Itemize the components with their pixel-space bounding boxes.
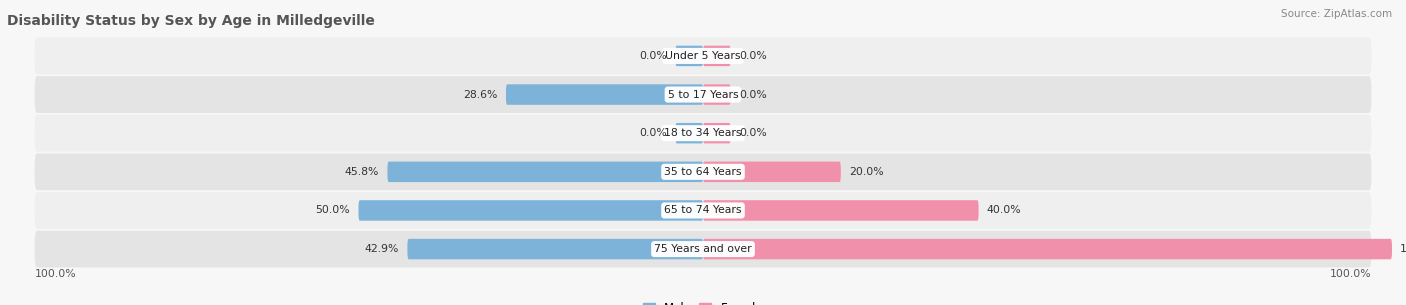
FancyBboxPatch shape bbox=[359, 200, 703, 221]
Text: 0.0%: 0.0% bbox=[738, 90, 766, 99]
Text: 18 to 34 Years: 18 to 34 Years bbox=[664, 128, 742, 138]
FancyBboxPatch shape bbox=[35, 76, 1371, 113]
FancyBboxPatch shape bbox=[35, 115, 1371, 152]
FancyBboxPatch shape bbox=[35, 192, 1371, 229]
Text: 100.0%: 100.0% bbox=[35, 269, 76, 279]
Text: 5 to 17 Years: 5 to 17 Years bbox=[668, 90, 738, 99]
Text: 40.0%: 40.0% bbox=[987, 206, 1022, 215]
Text: Disability Status by Sex by Age in Milledgeville: Disability Status by Sex by Age in Mille… bbox=[7, 15, 375, 28]
FancyBboxPatch shape bbox=[35, 153, 1371, 190]
FancyBboxPatch shape bbox=[675, 46, 703, 66]
Text: 45.8%: 45.8% bbox=[344, 167, 380, 177]
FancyBboxPatch shape bbox=[506, 84, 703, 105]
Text: 35 to 64 Years: 35 to 64 Years bbox=[664, 167, 742, 177]
Text: 75 Years and over: 75 Years and over bbox=[654, 244, 752, 254]
Text: 50.0%: 50.0% bbox=[315, 206, 350, 215]
Text: 100.0%: 100.0% bbox=[1330, 269, 1371, 279]
FancyBboxPatch shape bbox=[703, 162, 841, 182]
Text: 20.0%: 20.0% bbox=[849, 167, 884, 177]
Text: 42.9%: 42.9% bbox=[364, 244, 399, 254]
Text: 0.0%: 0.0% bbox=[738, 128, 766, 138]
FancyBboxPatch shape bbox=[408, 239, 703, 259]
Text: 0.0%: 0.0% bbox=[640, 128, 668, 138]
Text: 0.0%: 0.0% bbox=[738, 51, 766, 61]
FancyBboxPatch shape bbox=[703, 123, 731, 143]
FancyBboxPatch shape bbox=[35, 231, 1371, 267]
Text: 0.0%: 0.0% bbox=[640, 51, 668, 61]
FancyBboxPatch shape bbox=[703, 200, 979, 221]
Text: 100.0%: 100.0% bbox=[1400, 244, 1406, 254]
Text: Under 5 Years: Under 5 Years bbox=[665, 51, 741, 61]
Text: Source: ZipAtlas.com: Source: ZipAtlas.com bbox=[1281, 9, 1392, 19]
Legend: Male, Female: Male, Female bbox=[638, 297, 768, 305]
FancyBboxPatch shape bbox=[35, 38, 1371, 74]
FancyBboxPatch shape bbox=[703, 239, 1392, 259]
FancyBboxPatch shape bbox=[388, 162, 703, 182]
FancyBboxPatch shape bbox=[675, 123, 703, 143]
FancyBboxPatch shape bbox=[703, 84, 731, 105]
FancyBboxPatch shape bbox=[703, 46, 731, 66]
Text: 28.6%: 28.6% bbox=[464, 90, 498, 99]
Text: 65 to 74 Years: 65 to 74 Years bbox=[664, 206, 742, 215]
